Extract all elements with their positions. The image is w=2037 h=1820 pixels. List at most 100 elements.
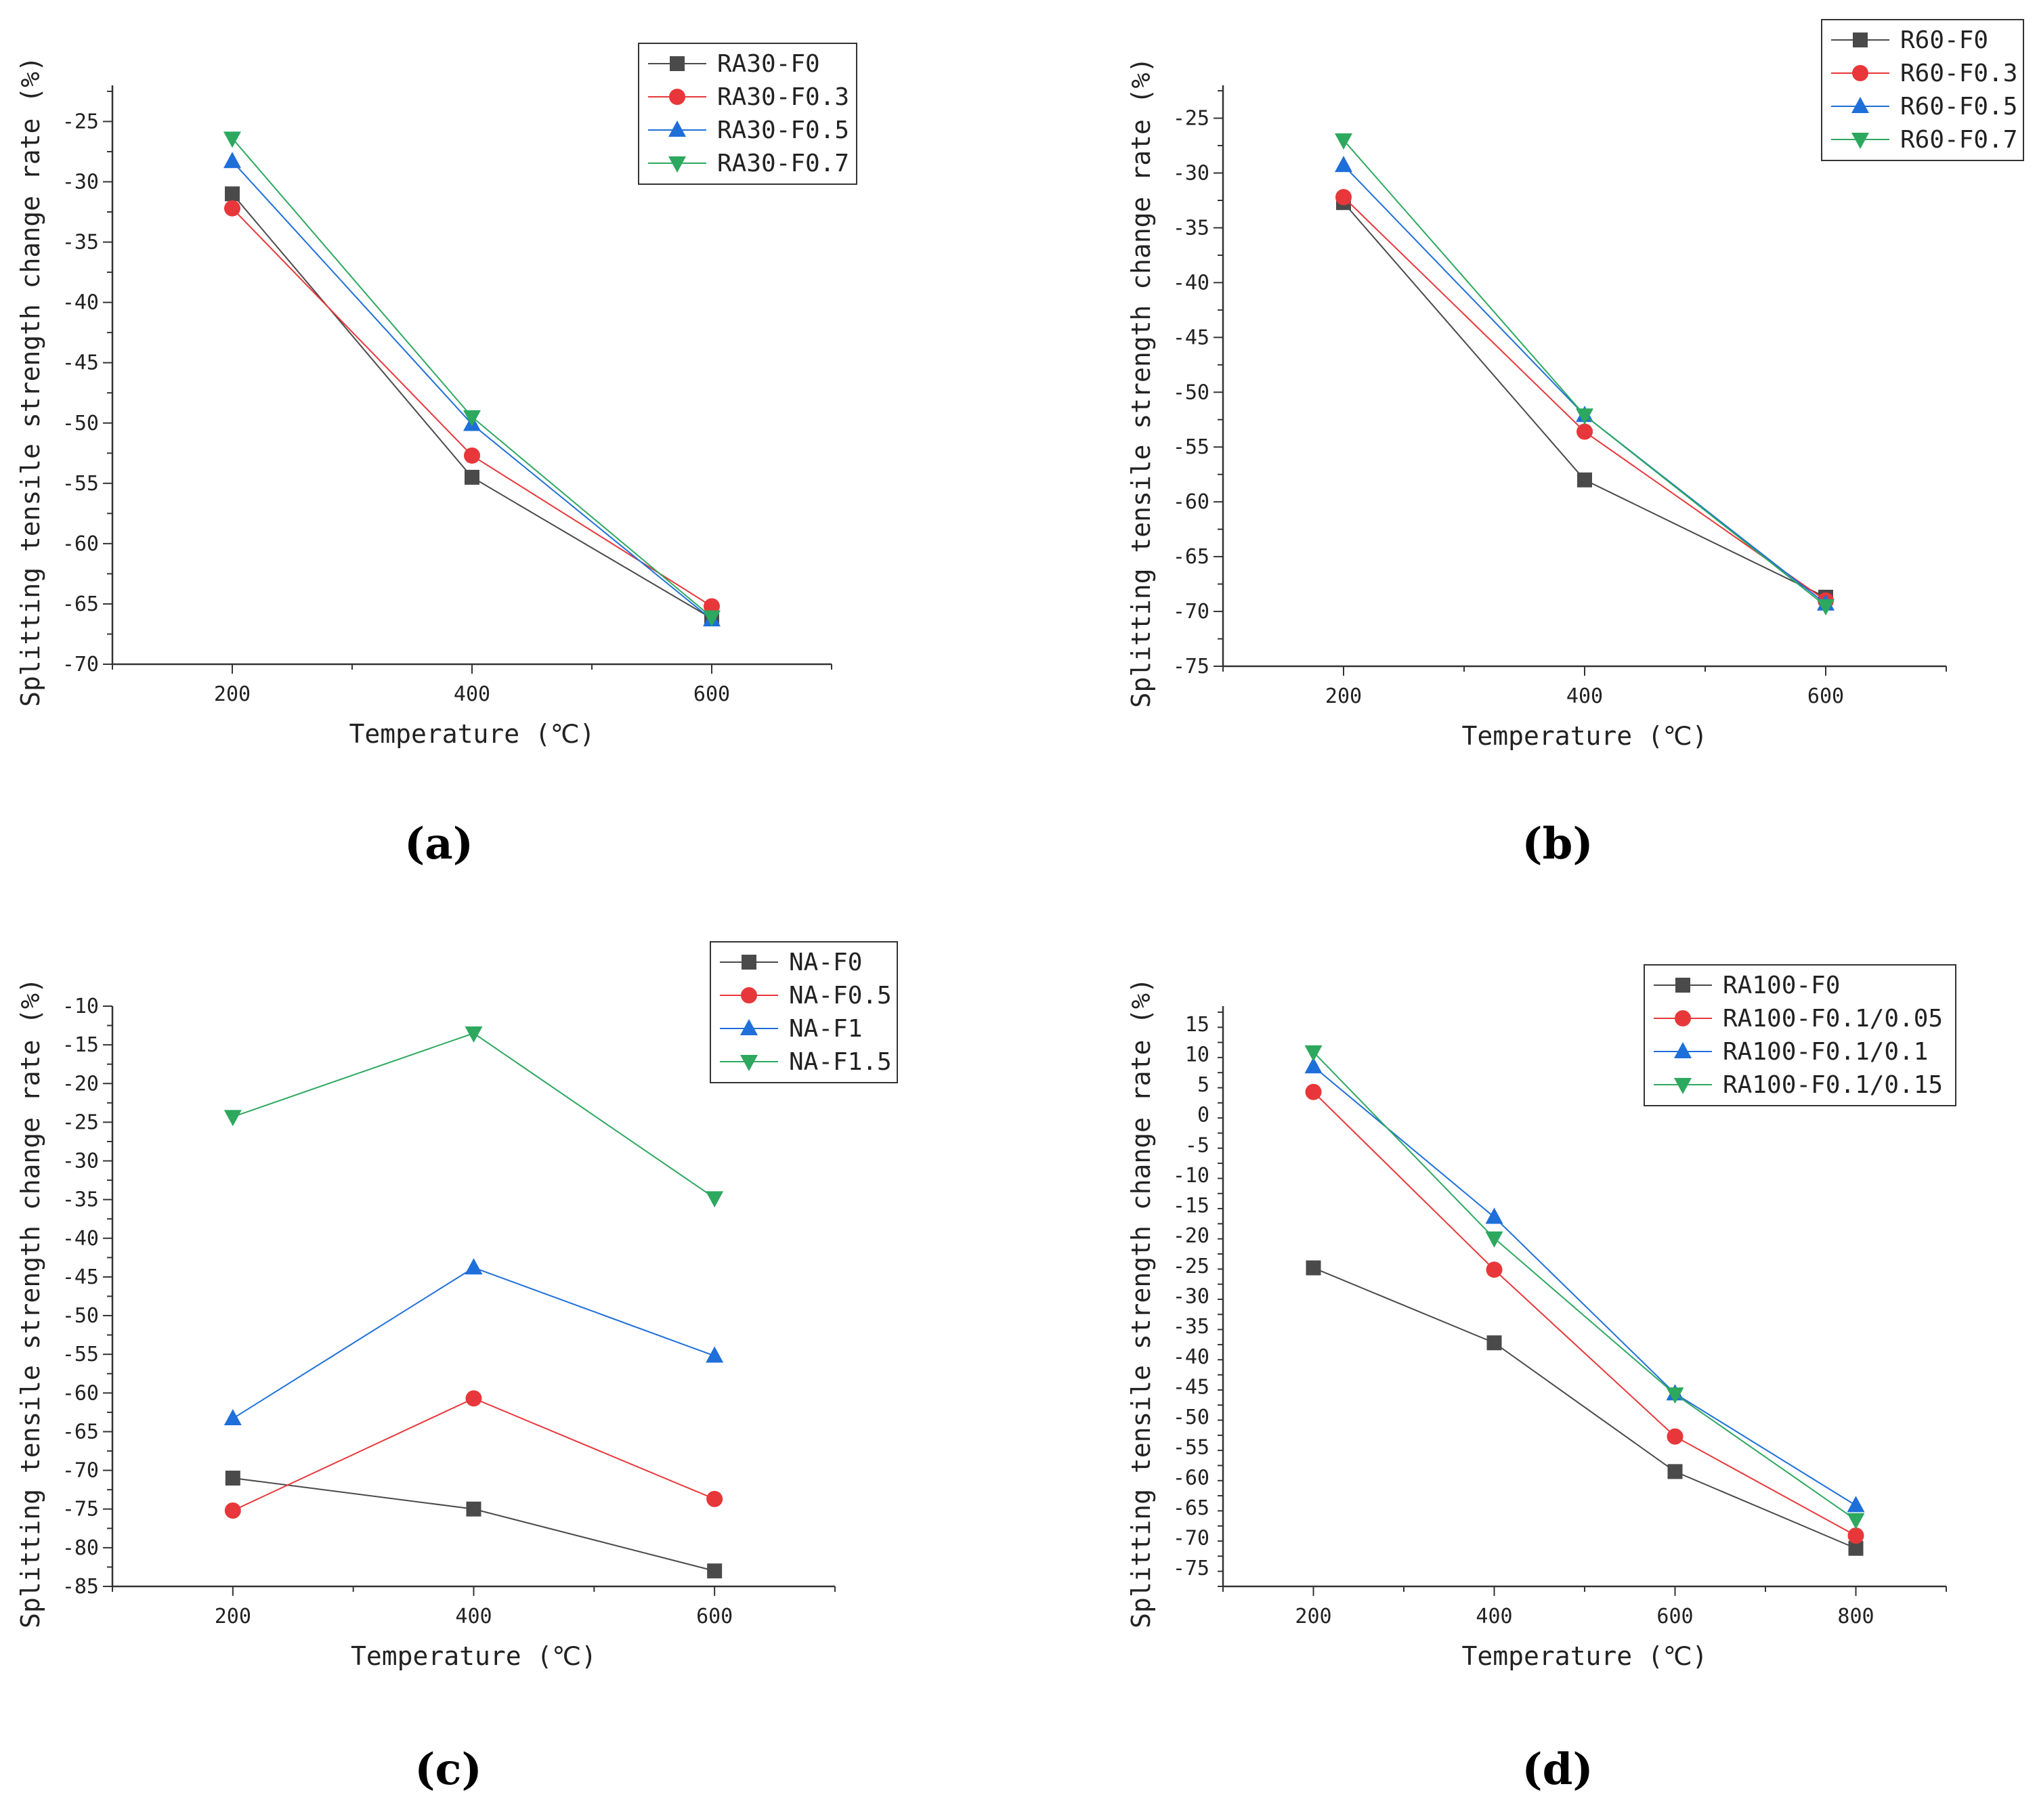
legend-marker: [1852, 65, 1868, 81]
x-tick-label: 200: [214, 682, 251, 706]
y-tick-label: -55: [62, 1343, 99, 1366]
y-tick-label: -35: [62, 1188, 99, 1212]
legend-label: RA100-F0.1/0.1: [1723, 1038, 1928, 1066]
series-line-RA100-F0: [1313, 1267, 1856, 1549]
data-point: [223, 152, 241, 169]
y-tick-label: -50: [1173, 381, 1209, 404]
y-tick-label: -45: [62, 1265, 99, 1289]
y-axis-title: Splitting tensile strength change rate (…: [1126, 978, 1156, 1628]
y-tick-label: -35: [62, 231, 99, 255]
y-tick-label: -50: [62, 412, 99, 435]
y-tick-label: -10: [1173, 1164, 1209, 1188]
legend-marker: [669, 89, 685, 105]
y-tick-label: -30: [1173, 1285, 1209, 1309]
data-point: [1305, 1083, 1322, 1100]
legend-label: RA100-F0.1/0.15: [1723, 1071, 1943, 1099]
data-point: [223, 1110, 242, 1127]
legend-marker: [668, 121, 686, 137]
y-tick-label: -45: [1173, 326, 1209, 349]
series-line-RA100-F0.1/0.05: [1312, 1091, 1856, 1536]
data-point: [704, 598, 720, 615]
y-tick-label: -35: [1173, 216, 1209, 240]
series-line-RA100-F0.1/0.15: [1312, 1052, 1857, 1521]
series-line-NA-F1.5: [232, 1032, 715, 1199]
y-tick-label: -40: [62, 1227, 99, 1251]
y-tick-label: -80: [62, 1536, 99, 1560]
legend-marker: [670, 56, 685, 71]
legend-marker: [741, 987, 757, 1003]
legend: RA30-F0 RA30-F0.3 RA30-F0.5 RA30-F0.7: [638, 43, 857, 185]
legend-label: RA30-F0.3: [717, 83, 849, 111]
y-tick-label: -40: [62, 291, 99, 315]
data-point: [1847, 1513, 1865, 1530]
x-tick-label: 400: [455, 1605, 492, 1628]
series-line-R60-F0: [1343, 202, 1826, 598]
series-line-RA30-F0.3: [232, 207, 712, 607]
data-point: [1577, 423, 1593, 440]
x-tick-label: 600: [1807, 685, 1844, 708]
legend-marker: [1675, 1010, 1691, 1026]
legend-label: NA-F0.5: [789, 982, 892, 1010]
chart-panel-4: -75-70-65-60-55-50-45-40-35-30-25-20-15-…: [1126, 964, 1956, 1795]
data-point: [1667, 1464, 1683, 1479]
data-point: [1848, 1540, 1864, 1556]
y-tick-label: -70: [1173, 1527, 1209, 1551]
legend: R60-F0 R60-F0.3 R60-F0.5 R60-F0.7: [1821, 19, 2024, 161]
data-point: [1667, 1428, 1684, 1445]
series-line-RA100-F0.1/0.1: [1312, 1066, 1857, 1507]
y-tick-label: -70: [1173, 600, 1209, 624]
data-point: [1486, 1261, 1503, 1278]
legend-marker: [1851, 97, 1869, 113]
y-tick-label: 15: [1185, 1013, 1209, 1037]
legend-label: NA-F1: [789, 1015, 862, 1043]
legend-marker: [668, 156, 686, 173]
x-tick-label: 600: [696, 1605, 733, 1628]
y-tick-label: -5: [1185, 1133, 1209, 1157]
x-tick-label: 400: [1476, 1605, 1512, 1628]
y-tick-label: 0: [1197, 1104, 1209, 1127]
y-tick-label: -25: [1173, 1255, 1209, 1278]
x-axis-title: Temperature (℃): [1462, 1641, 1708, 1671]
data-point: [703, 610, 721, 627]
chart-panel-1: -70 -65 -60 -55 -50 -45 -40 -35 -30 -25 200 400 600 T…: [16, 43, 857, 869]
x-tick-label: 200: [215, 1605, 251, 1628]
y-tick-label: -20: [1173, 1224, 1209, 1248]
legend-label: RA30-F0.5: [717, 116, 849, 144]
data-point: [1485, 1231, 1503, 1248]
y-tick-label: -75: [1173, 655, 1209, 678]
x-tick-label: 200: [1325, 685, 1362, 708]
legend: RA100-F0 RA100-F0.1/0.05 RA100-F0.1/0.1 RA1…: [1644, 964, 1956, 1106]
x-tick-label: 600: [693, 682, 730, 706]
y-tick-label: -65: [1173, 545, 1209, 569]
data-point: [224, 200, 240, 217]
legend-marker: [1674, 1042, 1692, 1058]
x-axis-title: Temperature (℃): [1462, 721, 1708, 751]
panel-label: (b): [1522, 819, 1593, 869]
legend-marker: [742, 955, 756, 970]
x-tick-label: 400: [454, 682, 490, 706]
data-point: [1847, 1528, 1864, 1544]
data-point: [1666, 1387, 1684, 1404]
data-point: [1306, 1260, 1321, 1276]
legend-label: R60-F0.5: [1900, 93, 2017, 121]
data-point: [225, 186, 240, 202]
y-tick-label: -45: [62, 351, 99, 375]
y-tick-label: -65: [62, 592, 99, 616]
y-tick-label: 5: [1197, 1073, 1209, 1097]
y-tick-label: -55: [1173, 1436, 1209, 1460]
series-line-RA30-F0.5: [232, 160, 712, 620]
legend-marker: [1853, 32, 1868, 47]
y-tick-label: -60: [1173, 490, 1209, 514]
data-point: [465, 1258, 483, 1275]
data-point: [1847, 1496, 1865, 1513]
y-tick-label: -40: [1173, 271, 1209, 295]
y-tick-label: -30: [1173, 162, 1209, 186]
y-tick-label: -10: [62, 995, 99, 1018]
legend-label: RA100-F0: [1723, 972, 1840, 999]
y-axis-title: Splitting tensile strength change rate (…: [16, 56, 45, 707]
y-tick-label: -15: [62, 1033, 99, 1057]
data-point: [1335, 133, 1352, 150]
y-axis-title: Splitting tensile strength change rate (…: [16, 978, 45, 1628]
data-point: [225, 1471, 240, 1486]
data-point: [1335, 189, 1352, 206]
